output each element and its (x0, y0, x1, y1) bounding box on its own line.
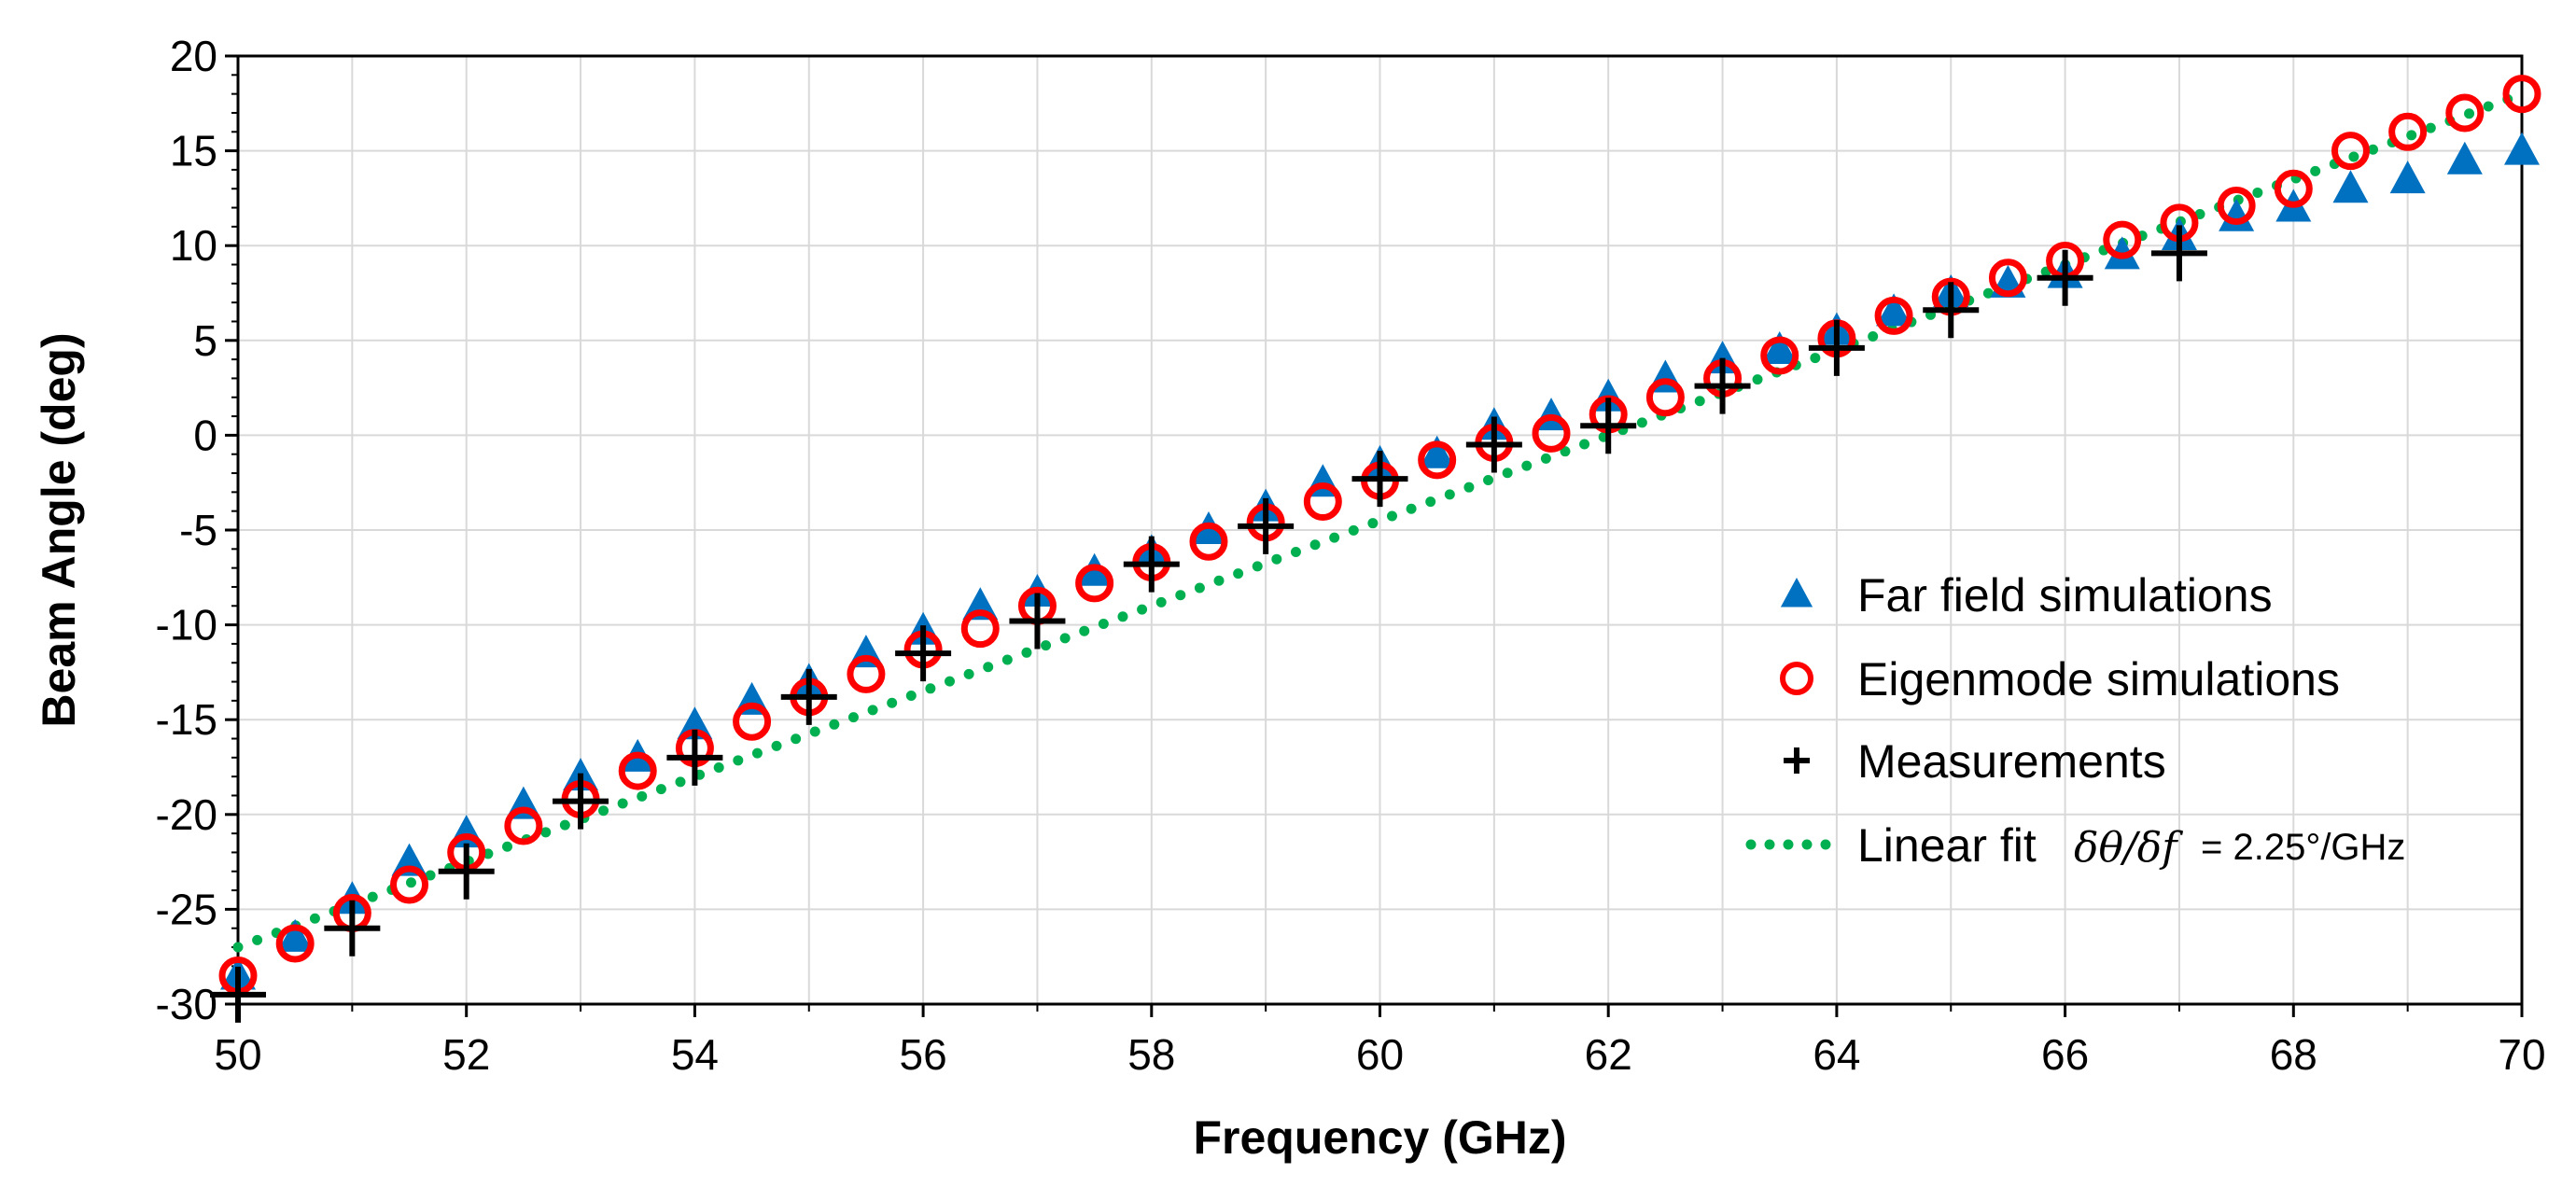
y-tick-label: -10 (156, 601, 217, 649)
measurement-point (2037, 249, 2093, 306)
eigenmode-point (2217, 187, 2256, 226)
eigenmode-point (1075, 564, 1114, 603)
x-axis-title: Frequency (GHz) (1193, 1111, 1566, 1164)
eigenmode-point (275, 924, 315, 963)
x-tick-label: 52 (442, 1030, 490, 1079)
eigenmode-point (2274, 169, 2313, 208)
axis-ticks: 50 52 54 56 58 60 62 64 66 68 70 -30 -25 -20 -15 -10 -5 0… (156, 32, 2546, 1079)
measurement-point (1923, 282, 1980, 339)
measurement-point (2150, 225, 2207, 282)
eigenmode-point (1874, 296, 1913, 335)
eigenmode-point (847, 654, 886, 693)
eigenmode-point (1418, 440, 1457, 480)
x-tick-label: 64 (1813, 1030, 1860, 1079)
legend-item-eigenmode: Eigenmode simulations (1780, 653, 2340, 705)
x-tick-label: 68 (2270, 1030, 2317, 1079)
eigenmode-point (2103, 220, 2142, 259)
far-field-point (2219, 198, 2255, 231)
eigenmode-point (960, 609, 1000, 649)
grid (237, 55, 2523, 1005)
measurement-point (210, 966, 266, 1023)
x-tick-label: 60 (1356, 1030, 1404, 1079)
measurement-point (553, 773, 609, 830)
eigenmode-point (1988, 258, 2027, 298)
x-tick-label: 58 (1127, 1030, 1175, 1079)
y-tick-label: -25 (156, 885, 217, 933)
y-tick-label: 15 (170, 127, 217, 175)
far-field-point (2446, 141, 2483, 175)
legend-item-linear-fit: Linear fit δθ/δf = 2.25°/GHz (1745, 819, 2405, 872)
measurement-point (324, 900, 381, 957)
y-tick-label: -5 (179, 506, 217, 554)
measurement-point (1808, 319, 1865, 376)
x-tick-label: 70 (2498, 1030, 2545, 1079)
legend-fit-equation-value: = 2.25°/GHz (2201, 827, 2405, 868)
measurement-point (780, 668, 837, 725)
measurement-point (1351, 451, 1408, 508)
legend-label-linear-fit: Linear fit (1857, 819, 2037, 872)
y-tick-label: -20 (156, 790, 217, 839)
far-field-point (2332, 170, 2369, 203)
eigenmode-point (618, 751, 657, 790)
eigenmode-point (2388, 112, 2428, 151)
x-tick-label: 66 (2041, 1030, 2089, 1079)
eigenmode-point (1645, 378, 1685, 417)
linear-fit-line (232, 89, 2527, 953)
eigenmode-point (1760, 336, 1799, 375)
y-tick-label: 10 (170, 221, 217, 270)
x-tick-label: 50 (214, 1030, 261, 1079)
legend-label-eigenmode: Eigenmode simulations (1857, 653, 2340, 705)
measurement-point (666, 729, 723, 786)
measurement-point (1009, 593, 1066, 649)
eigenmode-point (390, 865, 429, 904)
legend-label-far-field: Far field simulations (1857, 569, 2273, 621)
eigenmode-point (2331, 132, 2370, 171)
legend-label-measurements: Measurements (1857, 735, 2166, 788)
legend-item-far-field: Far field simulations (1780, 569, 2273, 621)
linear-fit-series (232, 89, 2527, 953)
measurement-point (1123, 536, 1180, 593)
measurement-point (895, 625, 952, 682)
measurement-point (1694, 357, 1751, 414)
x-tick-label: 62 (1585, 1030, 1632, 1079)
measurement-point (1465, 416, 1522, 473)
eigenmode-point (733, 702, 772, 741)
y-tick-label: 20 (170, 32, 217, 80)
far-field-point (2389, 161, 2426, 194)
eigenmode-point (1189, 522, 1228, 561)
y-tick-label: 5 (193, 316, 217, 365)
eigenmode-point (1532, 413, 1571, 453)
legend: Far field simulations Eigenmode simulati… (1745, 569, 2405, 872)
measurement-point (1580, 398, 1637, 454)
y-axis-title: Beam Angle (deg) (33, 332, 85, 727)
y-tick-label: 0 (193, 411, 217, 459)
far-field-point (1419, 435, 1455, 468)
legend-triangle-icon (1780, 578, 1813, 607)
legend-plus-icon (1784, 747, 1810, 774)
eigenmode-point (2445, 93, 2485, 133)
far-field-point (1761, 330, 1798, 364)
measurement-point (438, 843, 495, 900)
legend-fit-equation-symbol: δθ/δf (2074, 824, 2183, 872)
eigenmode-point (1303, 482, 1342, 522)
far-field-point (1876, 293, 1912, 327)
measurements-series (210, 225, 2207, 1023)
far-field-point (2504, 132, 2540, 165)
legend-item-measurements: Measurements (1784, 735, 2166, 788)
far-field-point (277, 918, 314, 952)
x-tick-label: 56 (900, 1030, 947, 1079)
eigenmode-point (504, 806, 543, 845)
legend-circle-icon (1780, 662, 1813, 695)
eigenmode-point (2502, 75, 2541, 114)
x-tick-label: 54 (671, 1030, 719, 1079)
measurement-point (1238, 497, 1295, 554)
y-tick-label: -15 (156, 695, 217, 744)
y-tick-label: -30 (156, 980, 217, 1028)
